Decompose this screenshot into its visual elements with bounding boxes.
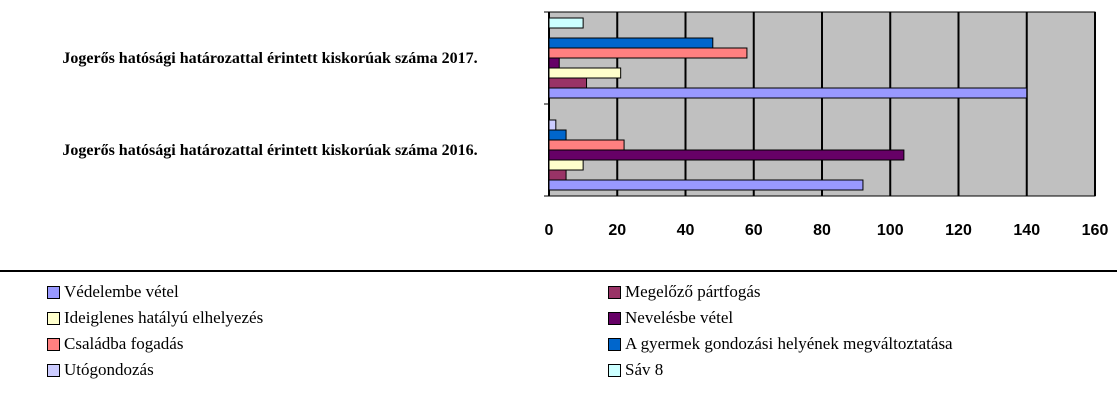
x-tick-label: 80: [813, 222, 831, 239]
bar: [548, 47, 748, 59]
legend-label: Utógondozás: [64, 360, 154, 379]
legend-item: Ideiglenes hatályú elhelyezés: [47, 308, 263, 328]
legend-label: Sáv 8: [625, 360, 664, 379]
legend-swatch: [608, 337, 621, 351]
category-label: Jogerős hatósági határozattal érintett k…: [62, 141, 478, 159]
legend-item: Utógondozás: [47, 360, 154, 380]
bar: [548, 87, 1028, 99]
legend-swatch: [608, 311, 621, 325]
legend-swatch: [608, 285, 621, 299]
x-tick-label: 60: [745, 222, 763, 239]
legend-swatch: [47, 363, 60, 377]
x-tick-label: 40: [677, 222, 695, 239]
legend-label: Nevelésbe vétel: [625, 308, 734, 327]
x-tick-label: 0: [545, 222, 554, 239]
bar: [548, 179, 864, 191]
legend-item: Nevelésbe vétel: [608, 308, 733, 328]
bar: [548, 67, 622, 79]
legend-item: Védelembe vétel: [47, 282, 179, 302]
bar: [548, 17, 584, 29]
x-tick-label: 160: [1082, 222, 1109, 239]
bar: [548, 129, 567, 141]
legend-swatch: [47, 337, 60, 351]
bar: [548, 77, 588, 89]
legend-item: A gyermek gondozási helyének megváltozta…: [608, 334, 953, 354]
bar: [548, 37, 714, 49]
x-tick-label: 100: [877, 222, 904, 239]
x-tick-label: 20: [608, 222, 626, 239]
legend-item: Sáv 8: [608, 360, 663, 380]
legend-label: Megelőző pártfogás: [625, 282, 761, 301]
bar: [548, 57, 560, 69]
category-label: Jogerős hatósági határozattal érintett k…: [62, 49, 478, 67]
x-tick-label: 140: [1013, 222, 1040, 239]
bar: [548, 119, 557, 131]
legend-label: Ideiglenes hatályú elhelyezés: [64, 308, 264, 327]
legend-swatch: [47, 311, 60, 325]
legend-item: Megelőző pártfogás: [608, 282, 760, 302]
bar: [548, 139, 625, 151]
legend-item: Családba fogadás: [47, 334, 183, 354]
bar: [548, 169, 567, 181]
bar: [548, 149, 905, 161]
legend-label: Védelembe vétel: [64, 282, 179, 301]
x-tick-label: 120: [945, 222, 972, 239]
legend-label: Családba fogadás: [64, 334, 184, 353]
legend-swatch: [47, 285, 60, 299]
bar: [548, 159, 584, 171]
legend-swatch: [608, 363, 621, 377]
legend-label: A gyermek gondozási helyének megváltozta…: [625, 334, 953, 353]
